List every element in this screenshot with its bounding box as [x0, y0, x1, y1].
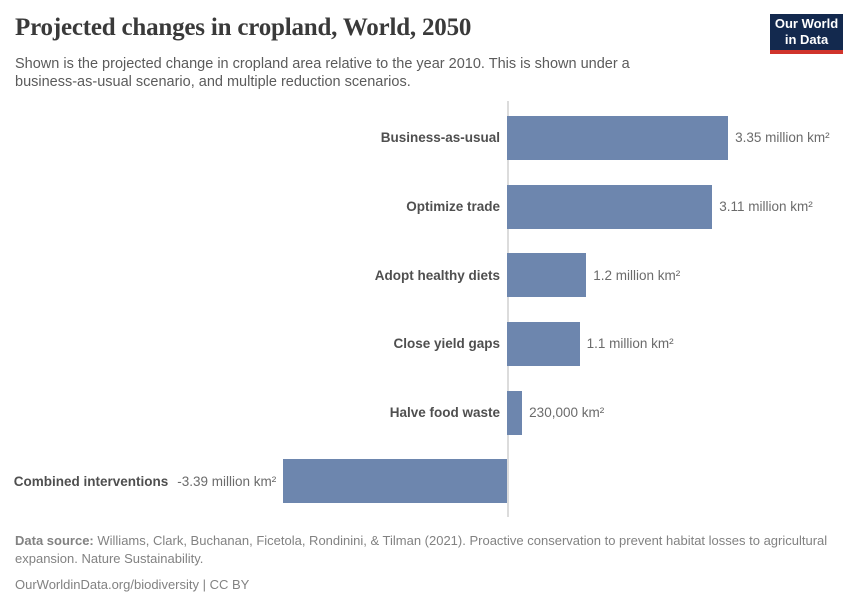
chart-row: Halve food waste 230,000 km² — [0, 378, 850, 447]
subtitle-line-2: business-as-usual scenario, and multiple… — [15, 74, 411, 91]
negative-row-labels: Combined interventions -3.39 million km² — [14, 447, 277, 516]
category-label: Combined interventions — [13, 473, 169, 489]
value-label: 3.11 million km² — [719, 199, 813, 215]
chart-row: Combined interventions -3.39 million km² — [0, 447, 850, 516]
value-label: 3.35 million km² — [735, 130, 830, 146]
bar[interactable] — [507, 390, 523, 435]
data-source-text: Williams, Clark, Buchanan, Ficetola, Ron… — [15, 533, 828, 567]
data-source-label: Data source: — [15, 533, 94, 548]
value-label: 230,000 km² — [529, 405, 605, 421]
bar[interactable] — [507, 184, 713, 229]
category-label: Optimize trade — [406, 199, 500, 215]
bar[interactable] — [507, 115, 729, 160]
bar[interactable] — [283, 459, 507, 504]
chart-row: Close yield gaps 1.1 million km² — [0, 310, 850, 379]
category-label: Business-as-usual — [380, 130, 500, 146]
owid-logo[interactable]: Our World in Data — [770, 14, 843, 54]
chart-row: Optimize trade 3.11 million km² — [0, 172, 850, 241]
category-label: Close yield gaps — [393, 336, 500, 352]
data-source-note: Data source: Williams, Clark, Buchanan, … — [15, 532, 835, 568]
category-label: Halve food waste — [389, 405, 500, 421]
subtitle-line-1: Shown is the projected change in croplan… — [15, 56, 630, 72]
bar[interactable] — [507, 253, 587, 298]
value-label: -3.39 million km² — [177, 473, 277, 489]
chart-row: Business-as-usual 3.35 million km² — [0, 104, 850, 173]
owid-logo-line-1: Our World — [774, 16, 839, 32]
category-label: Adopt healthy diets — [374, 267, 500, 283]
zero-axis-line — [507, 101, 509, 517]
chart-footer: Data source: Williams, Clark, Buchanan, … — [15, 532, 835, 595]
value-label: 1.2 million km² — [593, 267, 681, 283]
value-label: 1.1 million km² — [586, 336, 674, 352]
chart-subtitle: Shown is the projected change in croplan… — [15, 55, 695, 91]
owid-url-license[interactable]: OurWorldinData.org/biodiversity | CC BY — [15, 577, 250, 593]
chart-title: Projected changes in cropland, World, 20… — [15, 14, 472, 41]
chart-row: Adopt healthy diets 1.2 million km² — [0, 241, 850, 310]
owid-logo-line-2: in Data — [784, 32, 829, 47]
bar[interactable] — [507, 321, 580, 366]
